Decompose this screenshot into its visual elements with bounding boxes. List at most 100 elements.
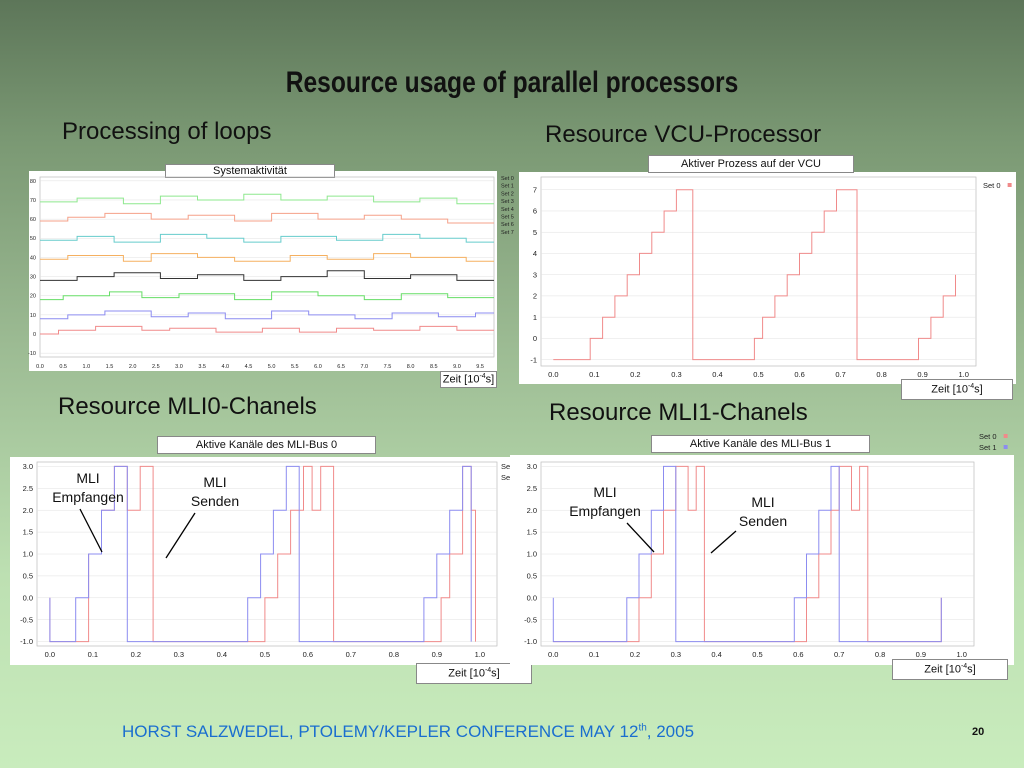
mli0-senden-line2: Senden xyxy=(190,493,240,509)
loops-ytick-label: 50 xyxy=(30,236,36,242)
vcu-ytick-label: 4 xyxy=(533,249,537,258)
vcu-xtick-label: 1.0 xyxy=(958,370,968,379)
mli0-xtick-label: 0.5 xyxy=(260,650,270,659)
mli1-legend-swatch xyxy=(1003,434,1008,438)
mli0-xtick-label: 0.7 xyxy=(346,650,356,659)
loops-xtick-label: 3.5 xyxy=(198,364,206,370)
mli1-xlabel-main: Zeit [10 xyxy=(924,663,961,676)
mli1-chart-panel xyxy=(510,455,1014,665)
mli0-xlabel-main: Zeit [10 xyxy=(448,667,485,680)
loops-series-set-7-line xyxy=(40,193,494,205)
vcu-series-set-0-line xyxy=(553,189,956,361)
mli0-xtick-label: 0.6 xyxy=(303,650,313,659)
vcu-xlabel-tail: s] xyxy=(974,383,983,396)
mli0-xlabel-tail: s] xyxy=(491,667,500,680)
loops-plot-frame xyxy=(39,176,495,358)
loops-chart-panel xyxy=(29,171,497,371)
loops-series-set-1-line xyxy=(40,310,494,320)
loops-ytick-label: -10 xyxy=(28,351,36,357)
loops-xtick-label: 6.5 xyxy=(337,364,345,370)
mli0-legend-label: Set 0 xyxy=(501,462,519,471)
vcu-xtick-label: 0.6 xyxy=(794,370,804,379)
vcu-xlabel-main: Zeit [10 xyxy=(931,383,968,396)
vcu-xtick-label: 0.8 xyxy=(876,370,886,379)
loops-ytick-label: 10 xyxy=(30,313,36,319)
mli1-x-axis-label: Zeit [10-4s] xyxy=(892,659,1008,680)
vcu-legend-swatch xyxy=(1007,183,1012,187)
loops-ytick-label: 30 xyxy=(30,274,36,280)
loops-ytick-label: 70 xyxy=(30,198,36,204)
vcu-xtick-label: 0.3 xyxy=(671,370,681,379)
loops-xtick-label: 8.5 xyxy=(430,364,438,370)
loops-series-set-2-line xyxy=(40,291,494,301)
loops-xtick-label: 7.0 xyxy=(360,364,368,370)
page-number: 20 xyxy=(972,726,985,738)
loops-xlabel-main: Zeit [10 xyxy=(442,373,480,386)
loops-legend-label: Set 2 xyxy=(501,191,514,197)
loops-xtick-label: 0.5 xyxy=(59,364,67,370)
mli0-xtick-label: 0.3 xyxy=(174,650,184,659)
section-title-vcu: Resource VCU-Processor xyxy=(545,121,822,148)
loops-legend-label: Set 0 xyxy=(501,176,514,182)
mli1-xtick-label: 0.1 xyxy=(589,650,599,659)
loops-xtick-label: 1.0 xyxy=(82,364,90,370)
mli0-xtick-label: 0.2 xyxy=(131,650,141,659)
mli1-xtick-label: 0.6 xyxy=(793,650,803,659)
vcu-xtick-label: 0.7 xyxy=(835,370,845,379)
loops-xtick-label: 5.5 xyxy=(291,364,299,370)
loops-xtick-label: 7.5 xyxy=(384,364,392,370)
mli1-grid xyxy=(540,461,975,647)
mli1-empfangen-line2: Empfangen xyxy=(569,503,641,519)
mli0-ytick-label: 0.5 xyxy=(23,572,33,581)
mli1-senden-label: MLI Senden xyxy=(728,493,798,531)
vcu-xlabel-exp: -4 xyxy=(967,383,975,390)
loops-series-set-4-line xyxy=(40,253,494,262)
mli0-ytick-label: -0.5 xyxy=(20,615,33,624)
mli1-series-set-0-line xyxy=(553,465,942,643)
mli0-legend-label: Set 1 xyxy=(501,473,519,482)
vcu-ytick-label: 6 xyxy=(533,207,537,216)
mli1-xtick-label: 0.5 xyxy=(752,650,762,659)
mli0-xlabel-exp: -4 xyxy=(484,667,492,674)
vcu-x-axis-label: Zeit [10-4s] xyxy=(901,379,1013,400)
loops-legend-label: Set 4 xyxy=(501,207,514,213)
loops-ytick-label: 0 xyxy=(33,332,36,338)
mli1-legend-swatch xyxy=(1003,445,1008,449)
loops-xtick-label: 9.5 xyxy=(476,364,484,370)
mli0-senden-label: MLI Senden xyxy=(180,473,250,511)
loops-xtick-label: 2.5 xyxy=(152,364,160,370)
vcu-ytick-label: -1 xyxy=(530,355,537,364)
vcu-chart-title: Aktiver Prozess auf der VCU xyxy=(648,155,854,173)
mli1-xtick-label: 0.4 xyxy=(711,650,721,659)
mli1-series-set-1-line xyxy=(552,465,942,643)
mli1-senden-pointer xyxy=(710,530,737,554)
loops-chart-title: Systemaktivität xyxy=(165,164,335,178)
mli1-xtick-label: 0.9 xyxy=(916,650,926,659)
loops-xlabel-tail: s] xyxy=(485,373,495,386)
mli0-chart-panel xyxy=(10,457,517,665)
vcu-ytick-label: 3 xyxy=(533,270,537,279)
loops-ytick-label: 20 xyxy=(30,294,36,300)
mli1-xtick-label: 0.3 xyxy=(671,650,681,659)
mli1-empfangen-label: MLI Empfangen xyxy=(557,483,653,521)
mli1-senden-line1: MLI xyxy=(751,494,775,510)
mli0-xtick-label: 0.4 xyxy=(217,650,227,659)
vcu-xtick-label: 0.4 xyxy=(712,370,722,379)
mli1-empfangen-pointer xyxy=(626,522,655,553)
mli1-ytick-label: 3.0 xyxy=(527,462,537,471)
section-title-mli0: Resource MLI0-Chanels xyxy=(58,393,317,420)
loops-series-set-3-line xyxy=(40,270,494,281)
mli1-senden-line2: Senden xyxy=(738,513,788,529)
loops-xtick-label: 4.0 xyxy=(221,364,229,370)
mli0-series-set-1-line xyxy=(49,465,472,643)
vcu-xtick-label: 0.5 xyxy=(753,370,763,379)
mli1-ytick-label: 2.0 xyxy=(527,506,537,515)
mli1-xtick-label: 1.0 xyxy=(957,650,967,659)
mli0-xtick-label: 1.0 xyxy=(475,650,485,659)
mli1-xtick-label: 0.8 xyxy=(875,650,885,659)
loops-legend-label: Set 7 xyxy=(501,230,514,236)
vcu-ytick-label: 1 xyxy=(533,313,537,322)
mli0-ytick-label: 1.0 xyxy=(23,550,33,559)
slide-title: Resource usage of parallel processors xyxy=(285,66,739,99)
